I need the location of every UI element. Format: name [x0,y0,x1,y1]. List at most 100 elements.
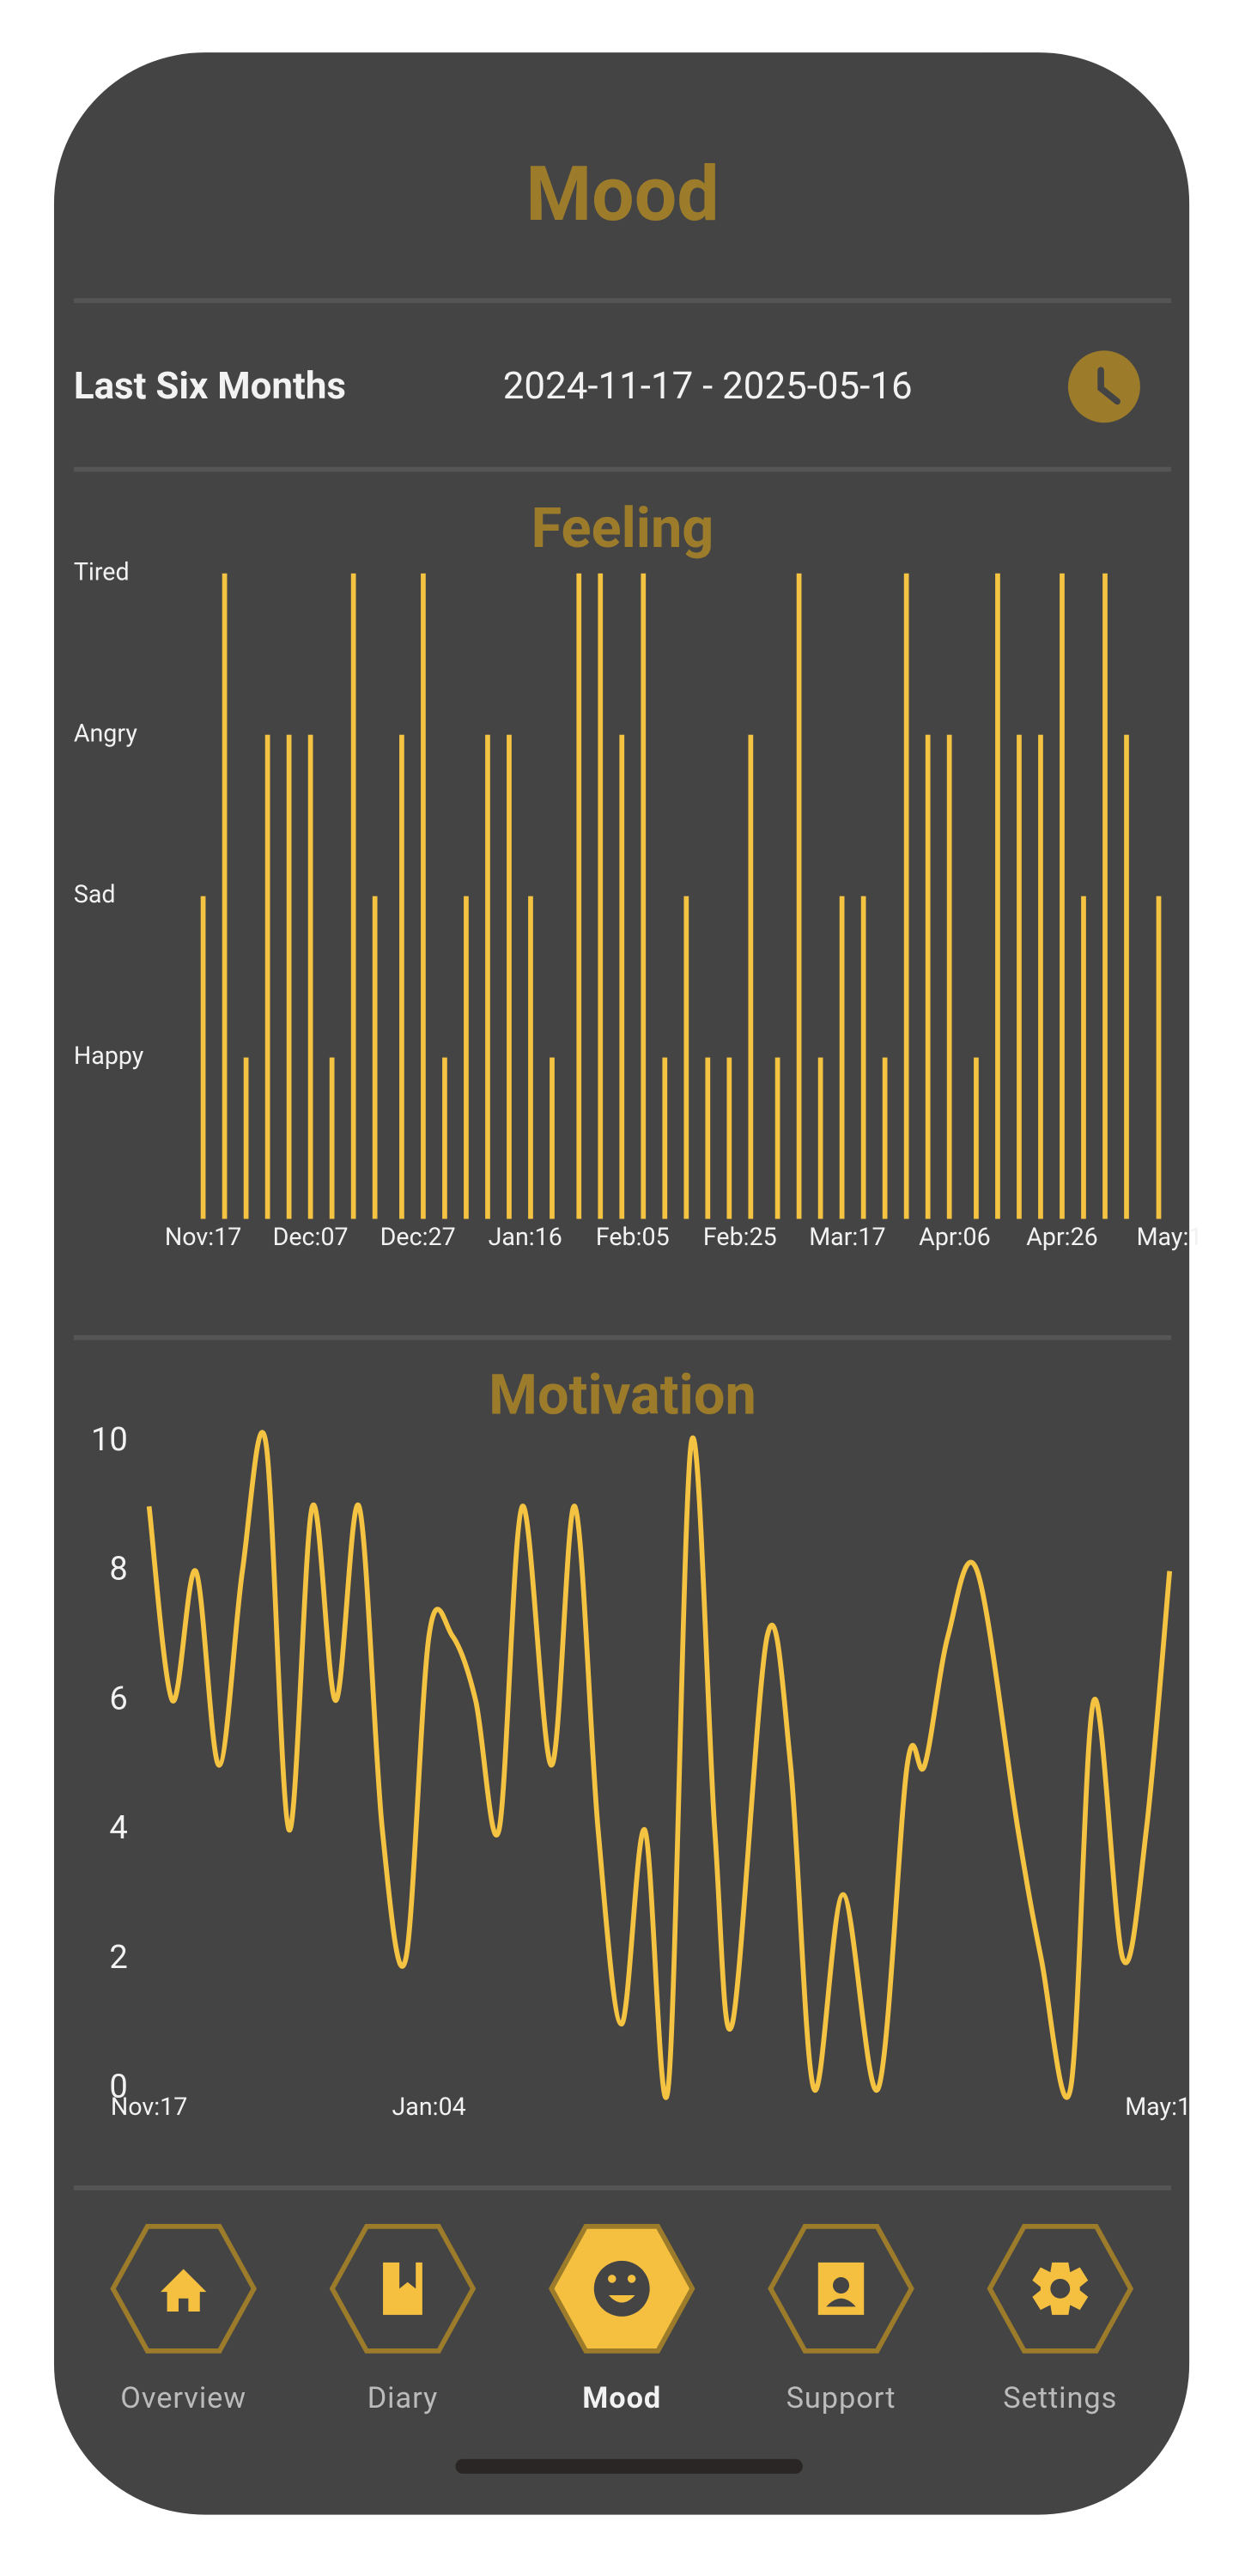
nav-icon [383,2262,422,2315]
x-tick-label: May:1 [1125,2092,1191,2121]
bar [372,896,378,1219]
chart-title: Motivation [489,1362,756,1427]
bar [705,1057,711,1219]
x-tick-label: Feb:25 [703,1222,777,1251]
bar [683,896,689,1219]
y-tick-label: Tired [74,556,130,586]
bar [619,734,625,1219]
divider [73,466,1172,472]
nav-icon-hole [1050,2278,1071,2299]
bar [1017,734,1022,1219]
bar [796,573,802,1219]
bar [350,573,356,1219]
nav-item[interactable]: Settings [987,2223,1134,2415]
bar [243,1057,249,1219]
bar [550,1057,555,1219]
x-tick-label: May:1 [1137,1222,1203,1251]
clock-circle[interactable] [1067,350,1140,423]
bar [528,896,533,1219]
chart-title: Feeling [531,495,714,561]
bar [264,734,270,1219]
nav-label[interactable]: Settings [1003,2381,1117,2415]
bar [641,573,647,1219]
nav-label[interactable]: Diary [367,2381,438,2415]
x-tick-label: Dec:27 [380,1222,456,1251]
bar [1081,896,1086,1219]
nav-icon [593,2260,650,2317]
bar [662,1057,668,1219]
bar [748,734,754,1219]
bar [1060,573,1065,1219]
y-tick-label: Angry [74,718,137,747]
nav-item[interactable]: Overview [110,2223,257,2415]
bar [442,1057,447,1219]
bar [200,896,206,1219]
clock-button[interactable] [1067,350,1140,423]
nav-icon [160,2269,207,2312]
x-tick-label: Mar:17 [809,1222,885,1251]
clock-hand [1097,367,1120,405]
bar [974,1057,979,1219]
bar [882,1057,888,1219]
x-tick-label: Dec:07 [273,1222,349,1251]
nav-hexagon[interactable] [110,2223,257,2354]
bar [286,734,292,1219]
bar [925,734,931,1219]
bar [726,1057,732,1219]
divider [73,1334,1172,1340]
nav-label[interactable]: Support [786,2381,896,2415]
x-tick-label: Jan:04 [392,2092,466,2121]
nav-hexagon[interactable] [329,2223,477,2354]
bar [598,573,604,1219]
bar [464,896,469,1219]
nav-label[interactable]: Mood [582,2381,661,2415]
nav-label[interactable]: Overview [120,2381,246,2415]
bar [421,573,426,1219]
phone-frame [53,52,1190,2515]
bar [903,573,909,1219]
y-tick-label: 4 [109,1809,127,1847]
y-tick-label: Happy [74,1041,144,1070]
y-tick-label: 10 [91,1421,128,1459]
nav-item[interactable]: Diary [329,2223,477,2415]
x-tick-label: Feb:05 [596,1222,670,1251]
divider [73,298,1172,303]
bar [307,734,313,1219]
bar [774,1057,780,1219]
nav-icon-face [608,2275,636,2303]
date-range: 2024-11-17 - 2025-05-16 [503,363,913,408]
x-tick-label: Apr:26 [1026,1222,1098,1251]
x-tick-label: Apr:06 [919,1222,991,1251]
bar [817,1057,823,1219]
bar [329,1057,335,1219]
nav-item[interactable]: Support [768,2223,914,2415]
bar [399,734,404,1219]
bar [576,573,582,1219]
x-tick-label: Nov:17 [111,2092,187,2121]
bar [946,734,952,1219]
bar [1156,896,1162,1219]
nav-hexagon[interactable] [768,2223,914,2354]
page-title: Mood [525,151,719,239]
bar [860,896,866,1219]
y-tick-label: 8 [109,1551,127,1589]
bar [485,734,490,1219]
y-tick-label: Sad [74,879,116,908]
x-tick-label: Jan:16 [489,1222,562,1251]
nav-item[interactable]: Mood [548,2223,695,2415]
bar [839,896,845,1219]
y-tick-label: 6 [109,1680,127,1717]
nav-icon-person [826,2276,856,2307]
bar [222,573,228,1219]
nav-hexagon[interactable] [987,2223,1134,2354]
y-tick-label: 2 [109,1939,127,1977]
range-label: Last Six Months [74,363,346,408]
bar [995,573,1000,1219]
x-tick-label: Nov:17 [165,1222,241,1251]
home-indicator [455,2458,803,2474]
motivation-line [146,1430,1173,2100]
divider [73,2185,1172,2190]
bar [507,734,512,1219]
bar [1124,734,1129,1219]
